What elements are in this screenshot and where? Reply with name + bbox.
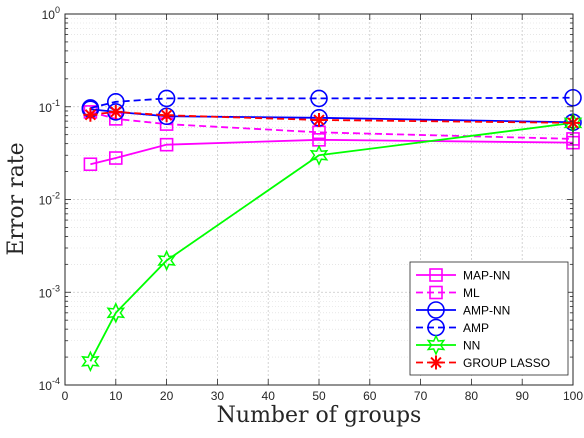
data-point-group-lasso [83,107,98,122]
series-group-lasso [83,104,580,130]
data-point-map-nn [109,151,123,165]
x-tick-label: 0 [62,389,69,403]
legend-label-map-nn: MAP-NN [463,269,510,283]
asterisk-stroke [110,106,122,118]
legend-label-group-lasso: GROUP LASSO [463,356,550,370]
x-tick-label: 10 [109,389,123,403]
y-tick-exponent: -2 [52,191,60,201]
x-tick-label: 40 [262,389,276,403]
y-tick-base: 10 [42,8,56,22]
data-point-group-lasso [312,112,326,127]
asterisk-stroke [84,109,97,121]
legend-label-amp: AMP [463,321,489,335]
series-layer [81,88,583,373]
y-tick-label: 100 [42,5,60,22]
x-tick-label: 30 [211,389,225,403]
legend-label-nn: NN [463,339,480,353]
y-tick-exponent: 0 [55,5,60,15]
series-nn [81,112,583,373]
x-tick-label: 20 [160,389,174,403]
data-point-nn [309,144,329,167]
x-tick-label: 100 [563,389,583,403]
legend-marker-group-lasso [429,355,443,370]
x-tick-label: 80 [465,389,479,403]
legend-label-ml: ML [463,286,480,300]
data-point-map-nn [159,137,174,152]
data-point-nn [106,302,126,324]
y-tick-label: 10-1 [39,98,60,115]
data-point-group-lasso [108,104,123,119]
y-tick-base: 10 [39,379,53,393]
legend-marker-map-nn [429,268,443,282]
x-tick-label: 70 [414,389,428,403]
legend-marker-nn [426,334,446,356]
x-tick-labels: 0 10 20 30 40 50 60 70 80 90 100 [62,389,584,403]
data-point-nn [81,350,100,373]
series-line-nn [89,121,574,362]
y-tick-base: 10 [39,194,53,208]
axis-ticks [64,13,574,386]
legend-marker-amp-nn [427,301,445,319]
asterisk-stroke [430,356,442,369]
asterisk-stroke [160,109,173,121]
y-tick-exponent: -1 [52,98,60,108]
x-tick-label: 60 [363,389,377,403]
legend: MAP-NN ML AMP-NN AMP NN GROUP LASSO [409,261,569,376]
y-tick-base: 10 [39,286,53,300]
y-tick-label: 10-4 [39,376,60,393]
data-point-map-nn [83,157,98,172]
asterisk-stroke [313,114,325,126]
legend-label-amp-nn: AMP-NN [463,304,510,318]
series-line-group-lasso [90,110,574,124]
series-line-map-nn [90,138,574,166]
legend-marker-ml [429,285,443,300]
y-tick-exponent: -4 [52,376,60,386]
y-axis-label: Error rate [4,142,29,255]
x-tick-label: 50 [312,389,326,403]
x-tick-label: 90 [516,389,530,403]
data-point-amp [157,89,176,108]
data-point-group-lasso [159,108,174,123]
x-axis-label: Number of groups [217,403,422,428]
y-tick-label: 10-3 [39,283,60,300]
data-point-amp [310,89,328,108]
y-tick-label: 10-2 [39,191,60,208]
y-tick-exponent: -3 [52,283,60,293]
y-tick-base: 10 [39,101,53,115]
data-point-nn [157,249,176,272]
